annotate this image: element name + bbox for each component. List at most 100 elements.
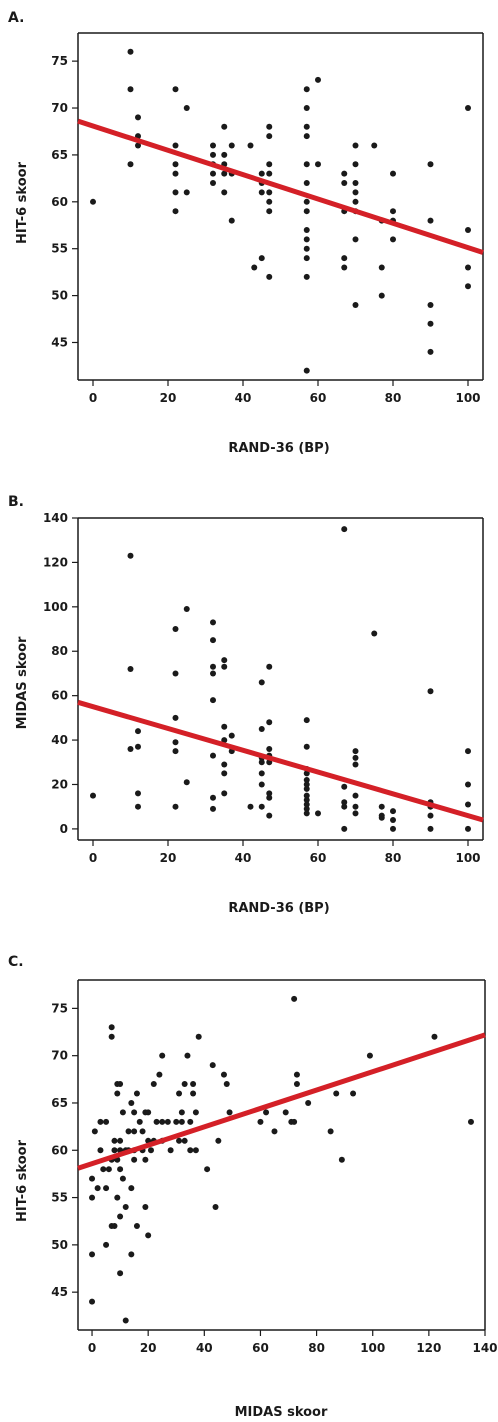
data-point (176, 1090, 183, 1097)
y-tick-label: 50 (51, 289, 68, 303)
scatter-plot-c: 0 20 40 60 80 100 120 140 45 50 55 60 65 70 75 (51, 979, 498, 1355)
data-point (333, 1090, 340, 1097)
data-point (117, 1081, 124, 1088)
data-point (135, 142, 141, 149)
data-point (135, 803, 141, 810)
data-point (178, 1118, 185, 1125)
data-point (247, 803, 254, 810)
data-point (303, 245, 310, 252)
x-axis-label: RAND-36 (BP) (228, 441, 329, 456)
data-point (303, 123, 310, 130)
data-point (303, 133, 310, 140)
data-point (305, 1099, 312, 1106)
data-point (293, 1071, 300, 1078)
data-point (167, 1147, 174, 1154)
data-point (303, 801, 310, 808)
data-point (303, 226, 310, 233)
y-tick-label: 70 (51, 1049, 68, 1063)
data-point (103, 1185, 110, 1192)
data-point (172, 803, 179, 810)
x-tick-label: 20 (160, 391, 177, 405)
data-point (341, 526, 348, 533)
data-point (263, 1109, 270, 1116)
data-point (145, 1232, 152, 1239)
data-point (139, 1128, 146, 1135)
data-point (192, 1109, 199, 1116)
y-tick-label: 40 (51, 733, 68, 747)
data-point (221, 790, 228, 797)
trend-line (77, 1032, 486, 1171)
data-point (210, 170, 216, 177)
data-point (172, 161, 179, 168)
data-point (159, 1052, 166, 1059)
x-axis-label: MIDAS skoor (235, 1405, 328, 1420)
data-point (111, 1147, 118, 1154)
data-point (303, 255, 310, 262)
data-point (352, 198, 359, 205)
data-point (352, 236, 359, 243)
data-point (390, 236, 396, 243)
data-point (378, 264, 385, 271)
data-point (131, 1109, 138, 1116)
data-point (117, 1137, 124, 1144)
data-point (135, 790, 141, 797)
x-tick-label: 20 (160, 851, 177, 865)
data-point (97, 1147, 104, 1154)
data-point (390, 808, 396, 815)
y-tick-label: 20 (51, 777, 68, 791)
data-point (390, 825, 396, 832)
data-point (125, 1128, 132, 1135)
y-tick-label: 80 (51, 644, 68, 658)
data-point (266, 719, 273, 726)
x-tick-label: 100 (455, 391, 480, 405)
data-point (427, 161, 434, 168)
x-tick-label: 80 (385, 851, 402, 865)
data-point (172, 714, 179, 721)
data-point (257, 1118, 264, 1125)
data-point (371, 630, 378, 637)
x-tick-label: 60 (310, 391, 327, 405)
data-point (221, 657, 228, 664)
data-point (135, 743, 141, 750)
data-point (303, 208, 310, 215)
data-point (258, 170, 265, 177)
data-point (131, 1128, 138, 1135)
data-point (258, 803, 265, 810)
data-point (183, 606, 190, 613)
data-point (341, 799, 348, 806)
data-point (258, 725, 265, 732)
y-tick-label: 50 (51, 1238, 68, 1252)
data-point (173, 1118, 180, 1125)
data-point (111, 1137, 118, 1144)
data-point (221, 723, 228, 730)
data-point (209, 1062, 216, 1069)
data-point (122, 1317, 129, 1324)
data-point (352, 754, 359, 761)
data-point (176, 1137, 183, 1144)
data-point (352, 810, 359, 817)
data-point (341, 825, 348, 832)
data-point (210, 794, 216, 801)
data-point (341, 170, 348, 177)
data-point (378, 814, 385, 821)
data-point (172, 208, 179, 215)
data-point (128, 1185, 135, 1192)
y-tick-label: 75 (51, 1001, 68, 1015)
data-point (266, 812, 273, 819)
data-point (291, 1118, 298, 1125)
data-point (266, 161, 273, 168)
data-point (315, 161, 321, 168)
data-point (303, 785, 310, 792)
data-point (190, 1081, 197, 1088)
panel-b: B. MIDAS skoor RAND-36 (BP) 0 20 40 60 80 100… (8, 494, 484, 916)
data-point (192, 1147, 199, 1154)
data-point (338, 1156, 345, 1163)
data-point (184, 1052, 191, 1059)
data-point (371, 142, 378, 149)
data-point (315, 76, 321, 83)
y-tick-label: 60 (51, 195, 68, 209)
data-point (172, 189, 179, 196)
data-point (103, 1241, 110, 1248)
data-point (431, 1033, 438, 1040)
